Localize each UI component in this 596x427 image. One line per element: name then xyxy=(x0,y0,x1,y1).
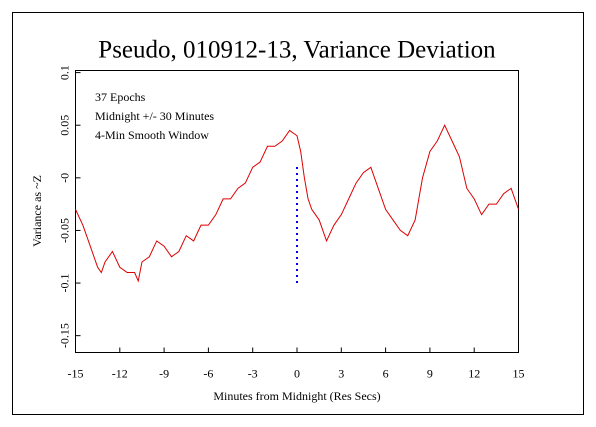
outer-frame xyxy=(12,12,584,415)
data-line xyxy=(75,124,519,283)
x-tick-label: 9 xyxy=(427,366,433,380)
y-tick-label: -0.1 xyxy=(57,274,71,293)
annotation: 4-Min Smooth Window xyxy=(95,128,209,142)
y-tick-label: -0.15 xyxy=(57,323,71,348)
x-tick-label: -9 xyxy=(159,366,169,380)
annotation: 37 Epochs xyxy=(95,90,146,104)
y-tick-label: 0.1 xyxy=(57,65,71,80)
x-tick-label: -3 xyxy=(248,366,258,380)
x-tick-label: 15 xyxy=(513,366,525,380)
y-tick-label: -0 xyxy=(57,173,71,183)
y-tick-label: -0.05 xyxy=(57,218,71,243)
y-tick-label: 0.05 xyxy=(57,115,71,136)
y-axis-label: Variance as ~Z xyxy=(30,175,44,247)
x-tick-label: 3 xyxy=(338,366,344,380)
x-tick-label: -15 xyxy=(68,366,84,380)
x-tick-label: -6 xyxy=(203,366,213,380)
x-tick-label: -12 xyxy=(112,366,128,380)
x-tick-label: 12 xyxy=(468,366,480,380)
x-axis-label: Minutes from Midnight (Res Secs) xyxy=(213,389,380,403)
annotation: Midnight +/- 30 Minutes xyxy=(95,109,214,123)
chart-title: Pseudo, 010912-13, Variance Deviation xyxy=(98,37,496,64)
x-tick-label: 0 xyxy=(294,366,300,380)
x-tick-label: 6 xyxy=(383,366,389,380)
